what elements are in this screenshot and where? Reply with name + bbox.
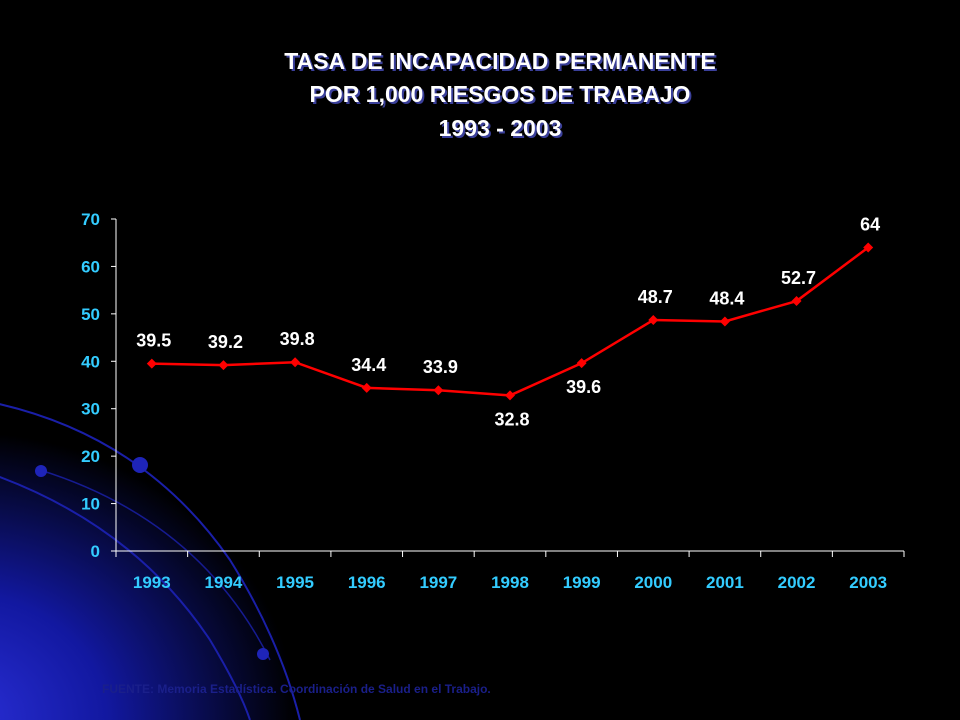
data-label: 32.8 — [494, 409, 529, 429]
chart-title-line-3: 1993 - 2003 — [438, 115, 562, 141]
source-note: FUENTE: Memoria Estadística. Coordinació… — [102, 682, 491, 696]
data-label: 52.7 — [781, 268, 816, 288]
x-tick-label: 1997 — [419, 573, 457, 592]
x-tick-label: 2000 — [634, 573, 672, 592]
data-point-marker — [146, 358, 157, 369]
series-line — [151, 246, 869, 397]
x-tick-label: 2003 — [849, 573, 887, 592]
y-tick-label: 40 — [81, 352, 100, 371]
data-point-marker — [433, 385, 444, 396]
orbit-dot-bottom — [257, 648, 269, 660]
data-label: 34.4 — [351, 355, 386, 375]
y-tick-label: 30 — [81, 400, 100, 419]
x-tick-label: 1996 — [348, 573, 386, 592]
data-point-marker — [863, 242, 874, 253]
data-point-marker — [648, 315, 659, 326]
data-label: 48.4 — [709, 288, 744, 308]
data-label: 48.7 — [638, 287, 673, 307]
y-tick-label: 70 — [81, 210, 100, 229]
data-label: 64 — [860, 214, 880, 234]
x-tick-label: 1995 — [276, 573, 314, 592]
x-tick-label: 1998 — [491, 573, 529, 592]
x-tick-label: 1993 — [133, 573, 171, 592]
orbit-dot-large — [132, 457, 148, 473]
y-tick-label: 20 — [81, 447, 100, 466]
data-point-marker — [791, 296, 802, 307]
chart-title-line-2: POR 1,000 RIESGOS DE TRABAJO — [309, 81, 691, 107]
data-point-marker — [218, 360, 229, 371]
data-point-marker — [719, 316, 730, 327]
data-label: 39.5 — [136, 331, 171, 351]
x-tick-label: 1999 — [563, 573, 601, 592]
data-label: 39.2 — [208, 332, 243, 352]
y-tick-label: 60 — [81, 257, 100, 276]
y-tick-label: 10 — [81, 495, 100, 514]
data-labels-layer: 39.5 39.2 39.8 34.4 33.9 32.8 39.6 48.7 48.4 52.7… — [136, 214, 880, 429]
x-tick-label: 1994 — [205, 573, 243, 592]
data-label: 39.8 — [280, 329, 315, 349]
y-tick-label: 50 — [81, 305, 100, 324]
orbit-arc-2 — [0, 476, 251, 720]
data-point-marker — [576, 358, 587, 369]
x-tick-label: 2001 — [706, 573, 744, 592]
series-layer — [146, 242, 874, 401]
orbit-arc-1 — [0, 403, 301, 720]
chart-title-line-1: TASA DE INCAPACIDAD PERMANENTE — [284, 48, 716, 74]
axes: 0 10 20 30 40 50 60 70 1993 1994 1995 1996 1997 1998 1… — [81, 210, 905, 592]
orbit-arc-3 — [39, 469, 271, 661]
data-point-marker — [361, 382, 372, 393]
x-tick-label: 2002 — [778, 573, 816, 592]
data-point-marker — [505, 390, 515, 401]
data-label: 33.9 — [423, 357, 458, 377]
y-tick-label: 0 — [91, 542, 100, 561]
orbit-dot-small — [35, 465, 47, 477]
data-label: 39.6 — [566, 377, 601, 397]
data-point-marker — [290, 357, 301, 368]
